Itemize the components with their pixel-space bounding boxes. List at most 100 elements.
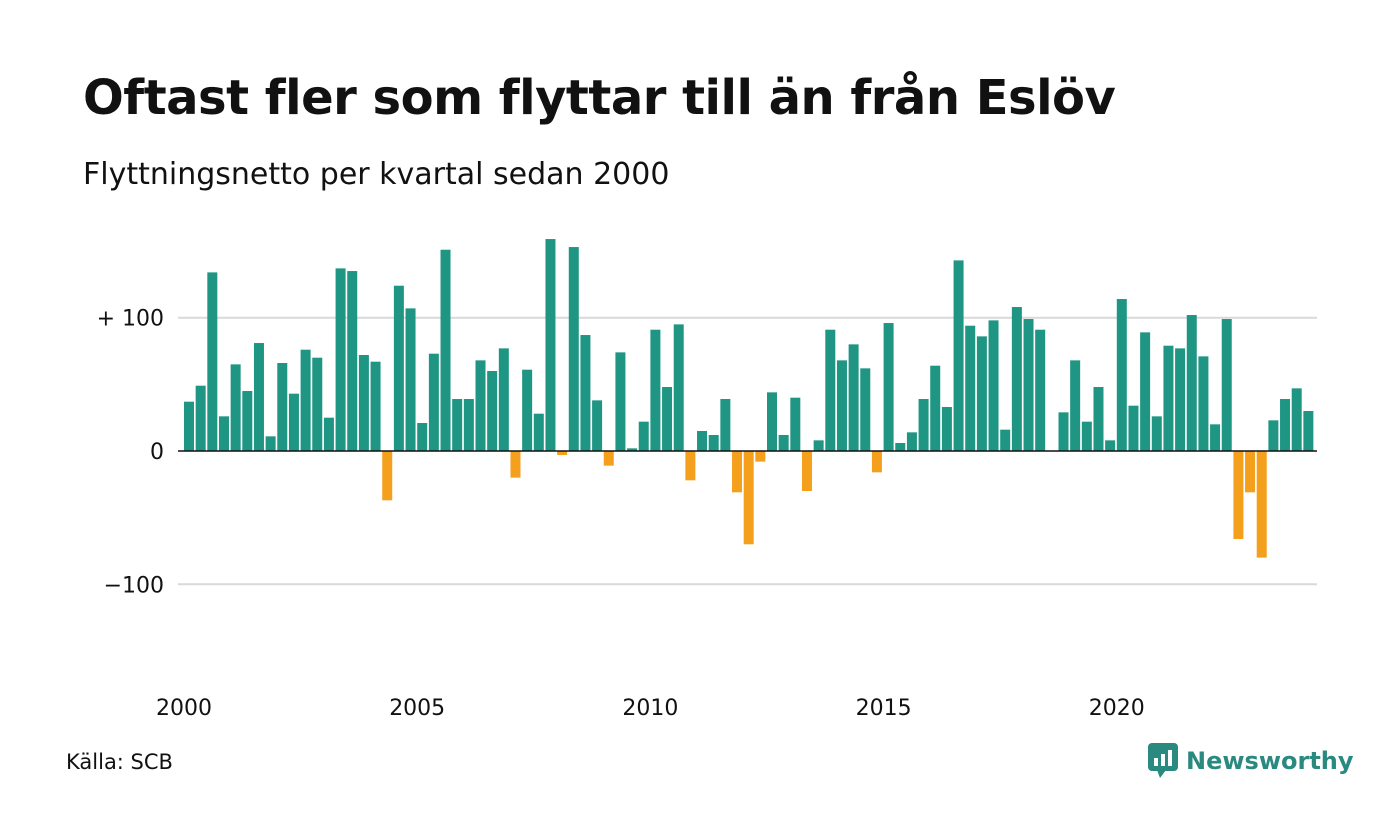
bar — [1035, 329, 1046, 451]
bar — [1233, 451, 1244, 539]
bar — [510, 451, 521, 478]
bar — [358, 355, 369, 451]
bar — [638, 421, 649, 451]
bar — [615, 352, 626, 451]
bar — [790, 397, 801, 451]
bar — [708, 435, 719, 451]
bar — [1186, 315, 1197, 451]
bar — [475, 360, 486, 451]
bar — [1280, 399, 1291, 451]
y-tick-label: −100 — [104, 573, 164, 598]
bar — [673, 324, 684, 451]
bar — [288, 393, 299, 451]
bar — [277, 363, 288, 451]
x-tick-label: 2005 — [389, 696, 445, 721]
y-tick-label: 0 — [150, 440, 164, 465]
bar — [1245, 451, 1256, 493]
bar — [242, 391, 253, 451]
bar — [1256, 451, 1267, 558]
bar — [1116, 299, 1127, 451]
bar — [860, 368, 871, 451]
bar — [895, 443, 906, 451]
bar — [1070, 360, 1081, 451]
bar — [848, 344, 859, 451]
bar — [568, 247, 579, 451]
bar — [370, 361, 381, 451]
bar — [253, 343, 264, 451]
bar — [685, 451, 696, 481]
bar — [883, 323, 894, 451]
bar — [184, 401, 194, 451]
bar — [498, 348, 509, 451]
bars — [184, 239, 1314, 558]
bar — [778, 435, 789, 451]
bar — [1163, 345, 1174, 451]
bar — [347, 271, 358, 451]
bar — [393, 285, 404, 451]
bar — [1023, 319, 1034, 451]
bar — [603, 451, 614, 466]
bar — [323, 417, 334, 451]
x-tick-label: 2015 — [856, 696, 912, 721]
bar — [953, 260, 964, 451]
bar — [207, 272, 218, 451]
bar — [720, 399, 731, 451]
bar — [743, 451, 754, 545]
bar — [1268, 420, 1279, 451]
bar — [813, 440, 824, 451]
bar — [265, 436, 276, 451]
bar — [836, 360, 847, 451]
bar — [428, 353, 439, 451]
bar — [522, 369, 533, 451]
bar — [1081, 421, 1092, 451]
bar — [825, 329, 836, 451]
bar — [452, 399, 463, 451]
bar — [941, 407, 952, 451]
bar — [976, 336, 987, 451]
bar — [767, 392, 777, 451]
bar — [1011, 307, 1022, 451]
bar — [871, 451, 882, 473]
bar — [662, 387, 673, 451]
bar — [918, 399, 929, 451]
bar — [312, 357, 323, 451]
bar — [965, 325, 976, 451]
chart-title: Oftast fler som flyttar till än från Esl… — [83, 70, 1116, 126]
bar — [1175, 348, 1186, 451]
brand-logo: Newsworthy — [1148, 743, 1354, 779]
bar — [801, 451, 812, 491]
bar — [1291, 388, 1302, 451]
bar — [382, 451, 393, 501]
source-note: Källa: SCB — [66, 750, 173, 774]
bar — [988, 320, 999, 451]
bar — [195, 385, 206, 451]
bar — [557, 451, 568, 455]
bar — [218, 416, 229, 451]
bar — [930, 365, 941, 451]
x-axis: 2000 2005 2010 2015 2020 — [156, 696, 1145, 721]
newsworthy-logo-icon — [1148, 743, 1178, 778]
bar — [1093, 387, 1104, 451]
bar — [906, 432, 917, 451]
bar — [463, 399, 474, 451]
bar — [545, 239, 556, 451]
bar — [417, 423, 428, 451]
bar — [1210, 424, 1221, 451]
bar — [335, 268, 346, 451]
x-tick-label: 2020 — [1089, 696, 1145, 721]
bar — [1105, 440, 1116, 451]
bar — [1128, 405, 1139, 451]
bar — [440, 249, 451, 451]
chart-subtitle: Flyttningsnetto per kvartal sedan 2000 — [83, 157, 670, 192]
y-tick-label: + 100 — [97, 307, 164, 332]
y-grid: + 100 0 −100 — [97, 307, 1317, 598]
bar — [697, 431, 708, 451]
bar — [300, 349, 311, 451]
x-tick-label: 2000 — [156, 696, 212, 721]
bar — [1198, 356, 1209, 451]
bar — [650, 329, 661, 451]
x-tick-label: 2010 — [622, 696, 678, 721]
bar — [732, 451, 743, 493]
